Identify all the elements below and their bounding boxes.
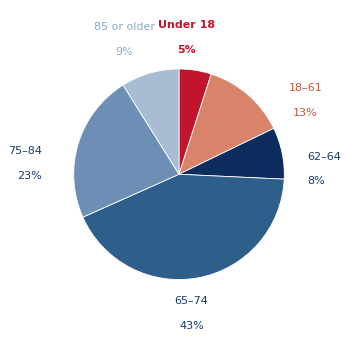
- Wedge shape: [83, 174, 284, 280]
- Text: 18–61: 18–61: [289, 83, 322, 93]
- Text: 85 or older: 85 or older: [94, 22, 155, 32]
- Text: 8%: 8%: [308, 176, 325, 186]
- Text: Under 18: Under 18: [158, 20, 215, 30]
- Wedge shape: [74, 85, 179, 217]
- Wedge shape: [179, 74, 274, 174]
- Text: 9%: 9%: [115, 47, 133, 57]
- Text: 13%: 13%: [293, 108, 318, 118]
- Wedge shape: [123, 69, 179, 174]
- Wedge shape: [179, 69, 211, 174]
- Text: 23%: 23%: [18, 171, 42, 181]
- Text: 5%: 5%: [177, 45, 196, 55]
- Wedge shape: [179, 128, 284, 179]
- Text: 75–84: 75–84: [8, 146, 42, 156]
- Text: 62–64: 62–64: [308, 152, 341, 162]
- Text: 43%: 43%: [179, 321, 204, 331]
- Text: 65–74: 65–74: [175, 296, 209, 306]
